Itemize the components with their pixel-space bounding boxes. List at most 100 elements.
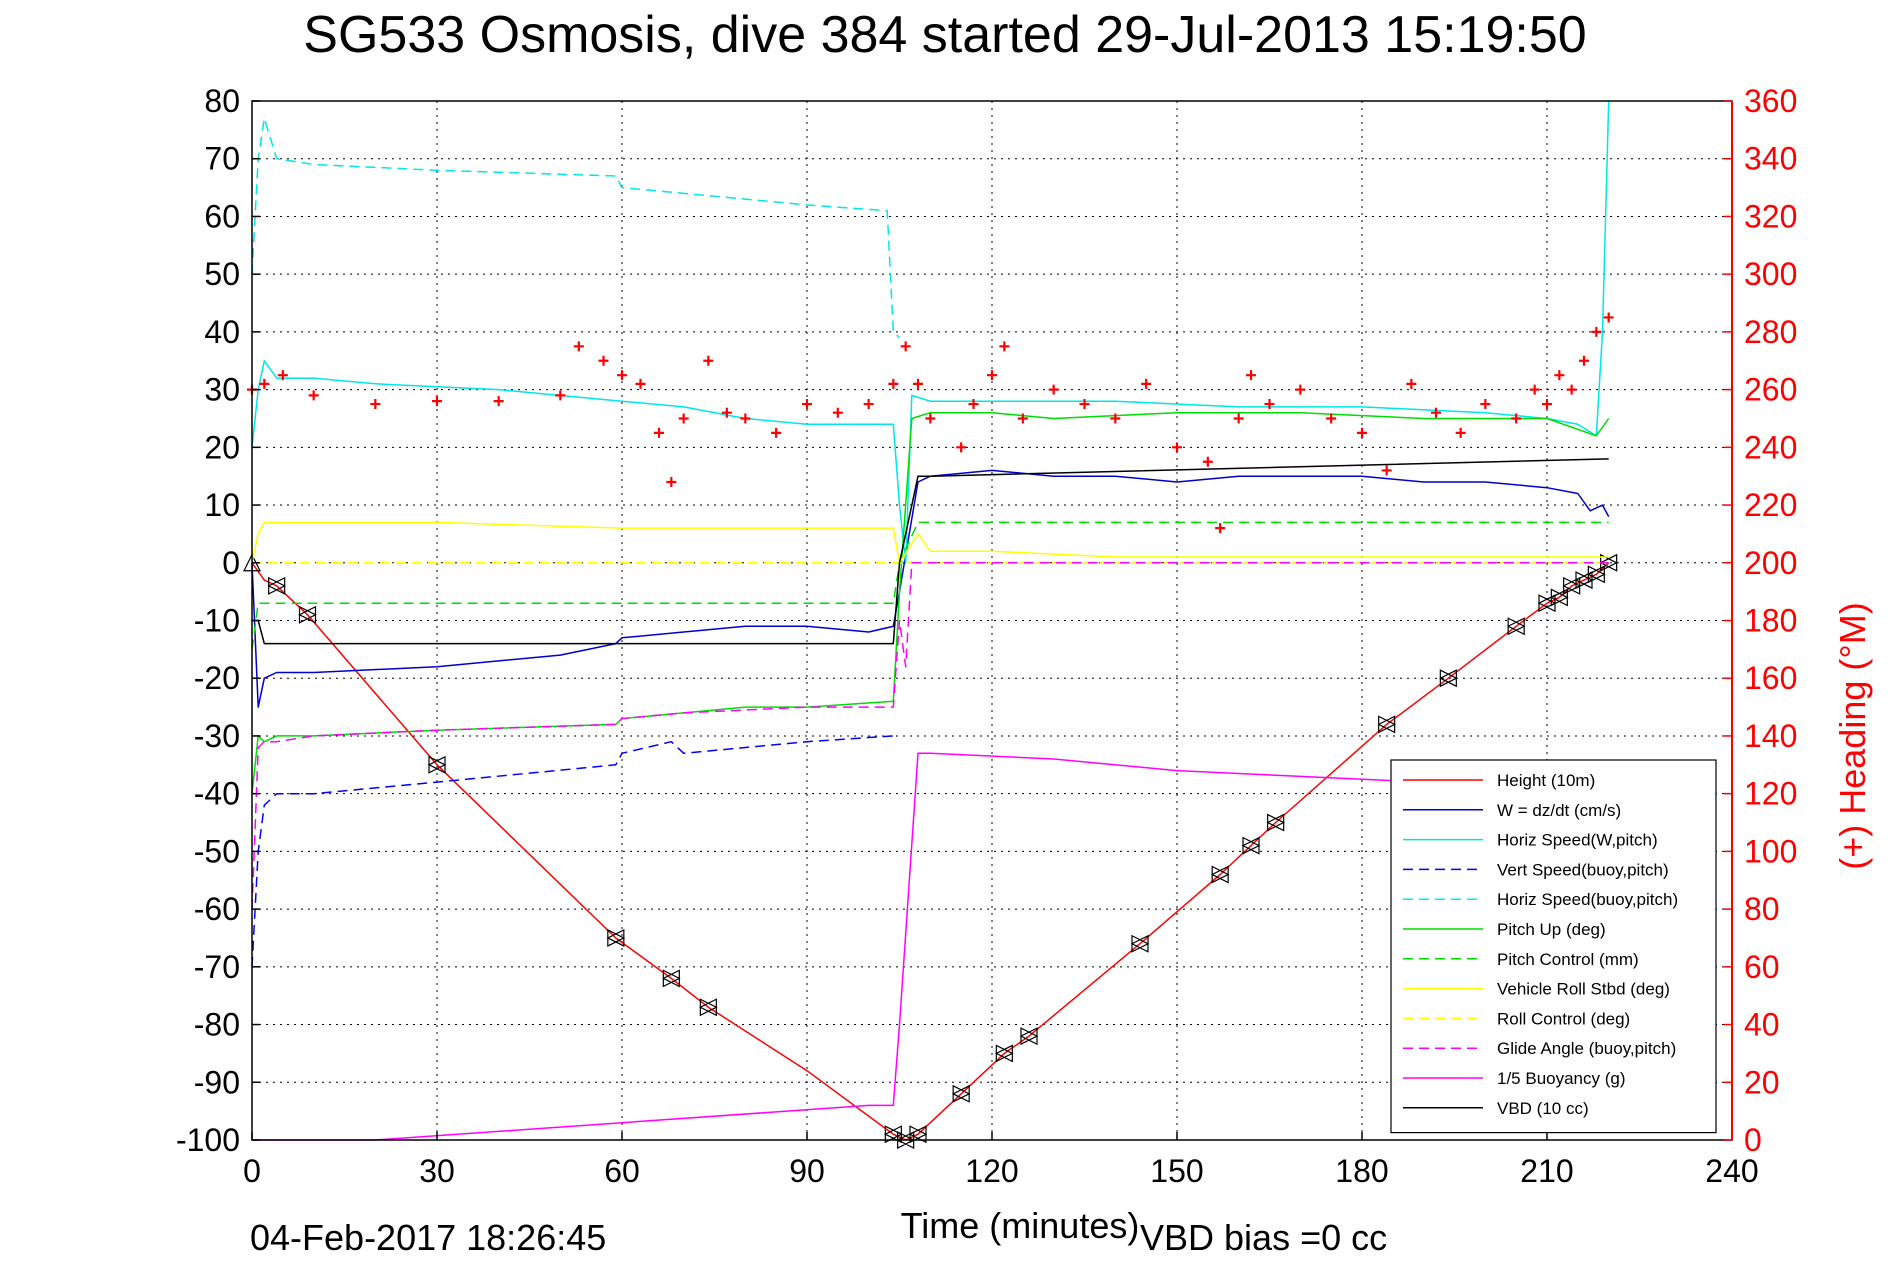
heading-point (573, 341, 584, 352)
y2-tick-label: 120 (1744, 776, 1797, 812)
height-marker (1506, 617, 1526, 636)
legend-entry: VBD (10 cc) (1497, 1099, 1589, 1118)
heading-point (913, 378, 923, 389)
heading-point (1246, 370, 1256, 381)
heading-point (555, 390, 566, 401)
y2-tick-label: 100 (1744, 833, 1797, 869)
legend-entry: Height (10m) (1497, 771, 1595, 790)
y2-tick-label: 0 (1744, 1122, 1762, 1158)
y2-tick-label: 260 (1744, 372, 1797, 408)
y-tick-label: 80 (204, 83, 240, 119)
x-tick-label: 180 (1335, 1153, 1388, 1189)
series-line-4 (251, 117, 901, 339)
heading-point (956, 442, 967, 453)
heading-point (900, 341, 911, 352)
x-tick-label: 240 (1705, 1153, 1758, 1189)
heading-point (1455, 427, 1466, 438)
x-tick-label: 120 (965, 1153, 1018, 1189)
heading-point (1554, 370, 1565, 381)
y-tick-label: -50 (194, 833, 240, 869)
heading-point (432, 396, 442, 407)
y-tick-label: 20 (204, 429, 240, 465)
x-tick-label: 90 (789, 1153, 825, 1189)
y2-tick-label: 280 (1744, 314, 1797, 350)
heading-point (1110, 413, 1121, 424)
x-tick-label: 210 (1520, 1153, 1573, 1189)
height-marker (698, 998, 718, 1017)
y-tick-label: -40 (194, 776, 240, 812)
heading-point (1172, 442, 1182, 453)
heading-point (1357, 427, 1367, 438)
series-line-7 (251, 521, 1609, 564)
series-line-1 (251, 469, 1610, 708)
y2-tick-label: 320 (1744, 198, 1797, 234)
height-marker (1266, 813, 1286, 832)
y-tick-label: -70 (194, 949, 240, 985)
heading-point (771, 427, 782, 438)
heading-point (987, 370, 997, 381)
heading-point (370, 399, 381, 410)
x-tick-label: 150 (1150, 1153, 1203, 1189)
y-tick-label: 70 (204, 141, 240, 177)
heading-point (1406, 378, 1417, 389)
y2-axis-label: (+) Heading (°M) (1832, 602, 1873, 869)
height-marker (661, 969, 681, 988)
legend-entry: Vehicle Roll Stbd (deg) (1497, 980, 1670, 999)
legend-entry: Pitch Control (mm) (1497, 950, 1639, 969)
y2-tick-label: 180 (1744, 603, 1797, 639)
x-tick-label: 0 (243, 1153, 261, 1189)
heading-point (863, 399, 874, 410)
y2-tick-label: 140 (1744, 718, 1797, 754)
series-line-3 (251, 735, 894, 967)
chart-title: SG533 Osmosis, dive 384 started 29-Jul-2… (303, 6, 1586, 64)
heading-point (666, 476, 677, 487)
series-line-6 (251, 521, 1609, 650)
height-marker (1438, 669, 1458, 688)
heading-point (635, 378, 646, 389)
heading-point (1431, 407, 1441, 418)
heading-point (1202, 456, 1213, 467)
y-axis-right-ticks: 3603403203002802602402202001801601401201… (1724, 83, 1797, 1158)
heading-point (1079, 399, 1090, 410)
series-heading-markers (247, 312, 1614, 534)
height-marker (1130, 934, 1150, 953)
series-line-9 (251, 562, 1609, 910)
heading-point (1591, 326, 1602, 337)
height-marker (908, 1125, 928, 1144)
heading-point (598, 355, 609, 366)
y-tick-label: 50 (204, 256, 240, 292)
height-marker (1377, 715, 1397, 734)
heading-point (1480, 399, 1491, 410)
y2-tick-label: 360 (1744, 83, 1797, 119)
y2-tick-label: 340 (1744, 141, 1797, 177)
heading-point (703, 355, 714, 366)
heading-point (678, 413, 689, 424)
y2-tick-label: 160 (1744, 660, 1797, 696)
heading-point (259, 378, 270, 389)
x-tick-label: 60 (604, 1153, 640, 1189)
heading-point (277, 370, 288, 381)
y2-tick-label: 220 (1744, 487, 1797, 523)
height-marker (1210, 865, 1230, 884)
height-marker (1019, 1027, 1039, 1046)
y2-tick-label: 200 (1744, 545, 1797, 581)
heading-point (308, 390, 319, 401)
y-tick-label: 0 (222, 545, 240, 581)
heading-point (888, 378, 899, 389)
height-marker (951, 1084, 971, 1103)
legend-entry: Horiz Speed(W,pitch) (1497, 831, 1658, 850)
y2-tick-label: 240 (1744, 429, 1797, 465)
y-axis-left-ticks: 80 70 60 50 40 30 20 10 0 -10 -20 -30 -40 -50 -60 -70 -8… (176, 83, 260, 1158)
heading-point (1233, 413, 1244, 424)
y-tick-label: 40 (204, 314, 240, 350)
heading-point (493, 396, 504, 407)
heading-point (1542, 399, 1552, 410)
heading-point (721, 407, 732, 418)
legend-entry: Vert Speed(buoy,pitch) (1497, 860, 1669, 879)
height-marker (994, 1044, 1014, 1063)
y-tick-label: 10 (204, 487, 240, 523)
footer-date: 04-Feb-2017 18:26:45 (250, 1217, 606, 1258)
heading-point (1326, 413, 1337, 424)
height-marker (1549, 588, 1569, 607)
x-axis-label: Time (minutes) (901, 1205, 1140, 1246)
